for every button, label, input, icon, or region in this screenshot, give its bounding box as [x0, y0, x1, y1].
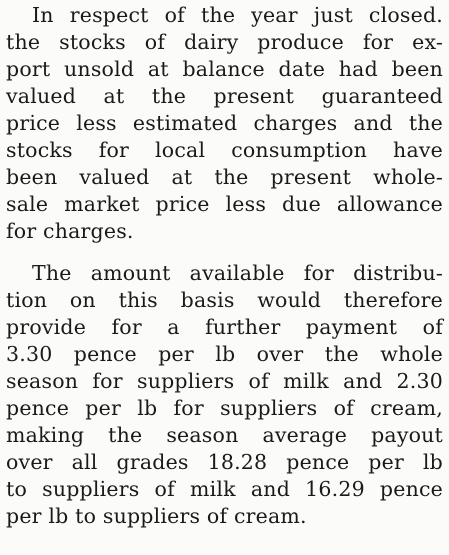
paragraph-line: to suppliers of milk and 16.29 pence — [6, 477, 443, 501]
paragraph-line: port unsold at balance date had been — [6, 57, 443, 81]
paragraph-line: valued at the present guaranteed — [6, 84, 443, 108]
paragraph-line: The amount available for distribu- — [32, 261, 443, 285]
paragraph-line: In respect of the year just closed. — [32, 3, 443, 27]
paragraph-line: provide for a further payment of — [6, 315, 443, 339]
paragraph-line: been valued at the present whole- — [6, 165, 443, 189]
paragraph-line: sale market price less due allowance — [6, 192, 443, 216]
paragraph-line: price less estimated charges and the — [6, 111, 443, 135]
paragraph-line: pence per lb for suppliers of cream, — [6, 396, 443, 420]
paragraph-line: stocks for local consumption have — [6, 138, 443, 162]
paragraph-line: tion on this basis would therefore — [6, 288, 443, 312]
paragraph-line: the stocks of dairy produce for ex- — [6, 30, 443, 54]
paragraph-line: over all grades 18.28 pence per lb — [6, 450, 443, 474]
paragraph-line: 3.30 pence per lb over the whole — [6, 342, 443, 366]
paragraph-line: per lb to suppliers of cream. — [6, 504, 307, 528]
paragraph-line: for charges. — [6, 219, 134, 243]
paragraph-line: season for suppliers of milk and 2.30 — [6, 369, 443, 393]
paragraph-line: making the season average payout — [6, 423, 443, 447]
